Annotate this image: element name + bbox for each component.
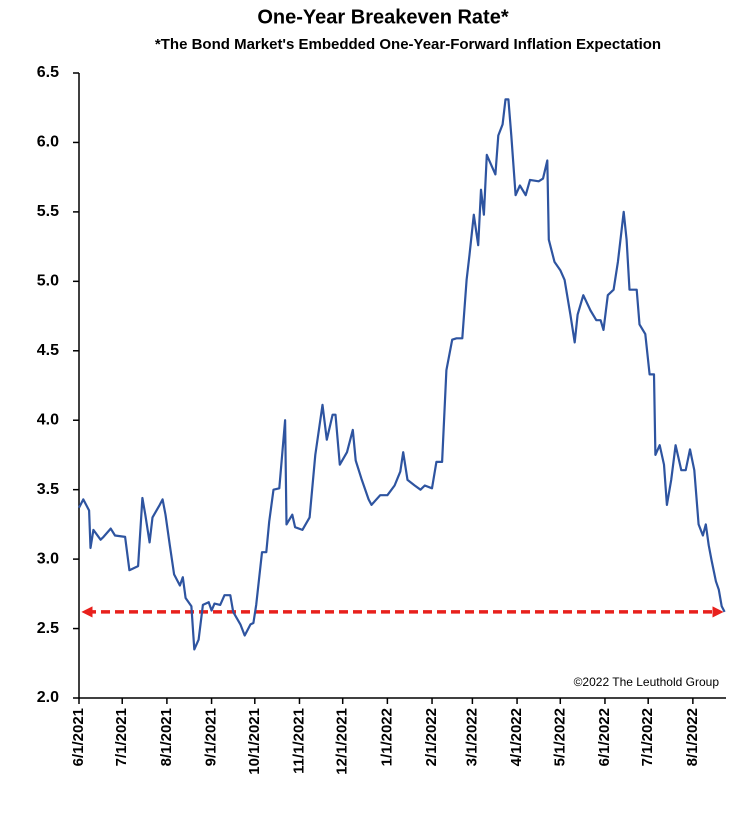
x-tick-label: 9/1/2021 xyxy=(203,708,220,766)
y-tick-label: 2.5 xyxy=(37,620,59,637)
y-tick-label: 4.0 xyxy=(37,411,59,428)
x-tick-label: 2/1/2022 xyxy=(423,708,440,766)
x-tick-label: 5/1/2022 xyxy=(551,708,568,766)
x-tick-label: 8/1/2021 xyxy=(158,708,175,766)
y-tick-label: 5.5 xyxy=(37,203,59,220)
x-tick-label: 6/1/2021 xyxy=(70,708,87,766)
x-tick-label: 3/1/2022 xyxy=(463,708,480,766)
x-tick-label: 6/1/2022 xyxy=(596,708,613,766)
chart-title: One-Year Breakeven Rate* xyxy=(257,6,508,28)
x-tick-label: 12/1/2021 xyxy=(334,708,351,775)
copyright-note: ©2022 The Leuthold Group xyxy=(574,675,720,689)
x-tick-label: 11/1/2021 xyxy=(290,708,307,774)
x-tick-label: 4/1/2022 xyxy=(508,708,525,766)
y-tick-label: 6.5 xyxy=(37,64,59,81)
x-tick-label: 1/1/2022 xyxy=(378,708,395,766)
y-tick-label: 3.0 xyxy=(37,550,59,567)
y-tick-label: 5.0 xyxy=(37,273,59,290)
y-tick-label: 2.0 xyxy=(37,689,59,706)
x-tick-label: 10/1/2021 xyxy=(246,708,263,775)
x-tick-label: 8/1/2022 xyxy=(684,708,701,766)
x-tick-label: 7/1/2021 xyxy=(113,708,130,766)
chart-subtitle: *The Bond Market's Embedded One-Year-For… xyxy=(155,36,661,53)
y-tick-label: 4.5 xyxy=(37,342,59,359)
data-line xyxy=(78,98,726,651)
y-tick-label: 6.0 xyxy=(37,134,59,151)
y-tick-label: 3.5 xyxy=(37,481,59,498)
x-tick-label: 7/1/2022 xyxy=(639,708,656,766)
